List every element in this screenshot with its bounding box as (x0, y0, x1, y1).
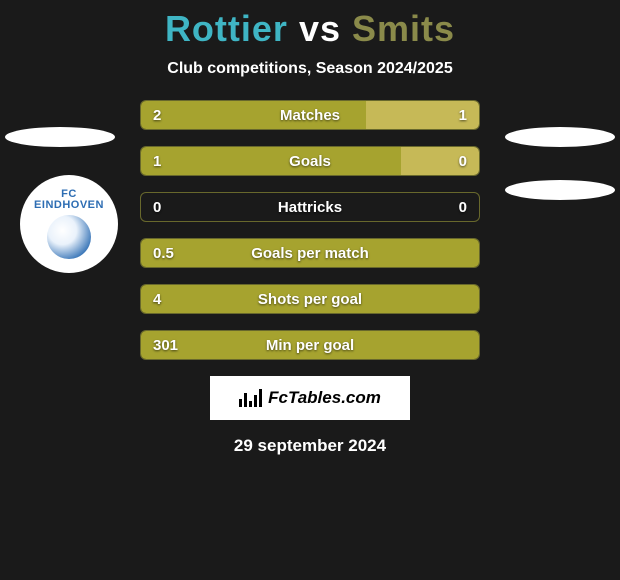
comparison-title: Rottier vs Smits (0, 0, 620, 50)
stat-bar-left (141, 147, 401, 175)
branding-text: FcTables.com (268, 388, 381, 408)
player1-photo-placeholder (5, 127, 115, 147)
player2-name: Smits (352, 8, 455, 49)
stat-label: Hattricks (141, 193, 479, 221)
subtitle: Club competitions, Season 2024/2025 (0, 60, 620, 78)
stat-bar-left (141, 331, 479, 359)
stat-value-left: 301 (141, 331, 190, 359)
stat-row: 10Goals (140, 146, 480, 176)
player1-name: Rottier (165, 8, 288, 49)
stat-value-left: 4 (141, 285, 173, 313)
stat-value-left: 1 (141, 147, 173, 175)
stat-bar-left (141, 101, 366, 129)
stat-value-left: 0 (141, 193, 173, 221)
badge-ball-icon (47, 215, 91, 259)
branding-banner: FcTables.com (210, 376, 410, 420)
player2-club-placeholder (505, 180, 615, 200)
stat-row: 21Matches (140, 100, 480, 130)
badge-line2: EINDHOVEN (34, 200, 104, 211)
stat-row: 4Shots per goal (140, 284, 480, 314)
stat-bar-left (141, 239, 479, 267)
stat-row: 0 0Hattricks (140, 192, 480, 222)
stat-value-right: 1 (447, 101, 479, 129)
vs-text: vs (299, 8, 341, 49)
player1-club-badge: FC EINDHOVEN (20, 175, 118, 273)
stat-bar-left (141, 285, 479, 313)
player2-photo-placeholder (505, 127, 615, 147)
stat-row: 301Min per goal (140, 330, 480, 360)
stat-row: 0.5Goals per match (140, 238, 480, 268)
date-text: 29 september 2024 (0, 436, 620, 456)
stat-value-left: 2 (141, 101, 173, 129)
stat-value-left: 0.5 (141, 239, 186, 267)
stat-value-right: 0 (447, 193, 479, 221)
stats-bars: 21Matches10Goals00Hattricks0.5Goals per … (140, 100, 480, 360)
stat-value-right: 0 (447, 147, 479, 175)
chart-icon (239, 389, 262, 407)
